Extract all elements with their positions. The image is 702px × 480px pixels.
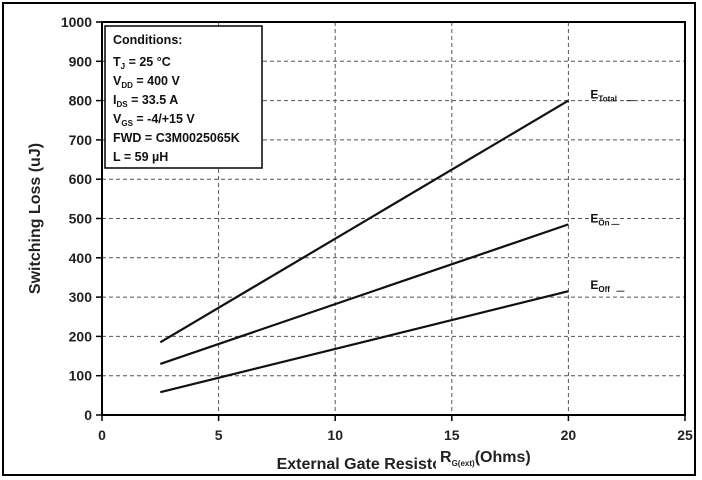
x-tick-label: 0	[98, 427, 106, 443]
condition-line: FWD = C3M0025065K	[113, 131, 240, 145]
x-axis-ticks: 0 5 10 15 20 25	[98, 415, 693, 443]
x-tick-label: 20	[561, 427, 577, 443]
y-tick-label: 500	[69, 211, 93, 227]
conditions-box: Conditions: TJ = 25 °C VDD = 400 V IDS = 3…	[104, 25, 263, 169]
series-line-eoff	[160, 290, 569, 394]
x-tick-label: 15	[444, 427, 460, 443]
series-labels: ETotal EOn EOff	[590, 88, 635, 294]
y-tick-label: 0	[84, 407, 92, 423]
series-label-eoff: EOff	[590, 278, 610, 294]
y-axis-ticks: 0 100 200 300 400 500 600 700 800 900 1000	[61, 14, 102, 423]
x-tick-label: 25	[677, 427, 693, 443]
y-tick-label: 1000	[61, 14, 92, 30]
conditions-title: Conditions:	[113, 33, 182, 47]
y-tick-label: 200	[69, 328, 93, 344]
y-tick-label: 300	[69, 289, 93, 305]
x-axis-label-overlay: RG(ext)(Ohms)	[436, 446, 550, 474]
x-axis-label: External Gate Resisto	[277, 456, 443, 473]
y-tick-label: 100	[69, 368, 93, 384]
x-tick-label: 10	[327, 427, 343, 443]
condition-line: VGS = -4/+15 V	[113, 112, 195, 128]
series-lines	[159, 99, 569, 394]
condition-line: L = 59 µH	[113, 150, 168, 164]
series-line-etotal	[159, 99, 569, 344]
y-tick-label: 400	[69, 250, 93, 266]
y-axis-label: Switching Loss (uJ)	[27, 143, 44, 294]
condition-line: IDS = 33.5 A	[113, 93, 178, 109]
x-tick-label: 5	[215, 427, 223, 443]
y-tick-label: 900	[69, 53, 93, 69]
y-tick-label: 700	[69, 132, 93, 148]
series-label-eon: EOn	[590, 211, 609, 227]
series-line-eon	[159, 223, 569, 365]
y-tick-label: 800	[69, 93, 93, 109]
series-label-etotal: ETotal	[590, 88, 617, 104]
y-tick-label: 600	[69, 171, 93, 187]
condition-line: VDD = 400 V	[113, 74, 180, 90]
x-axis-resistance-symbol: RG(ext)(Ohms)	[440, 449, 531, 468]
condition-line: TJ = 25 °C	[113, 55, 171, 71]
